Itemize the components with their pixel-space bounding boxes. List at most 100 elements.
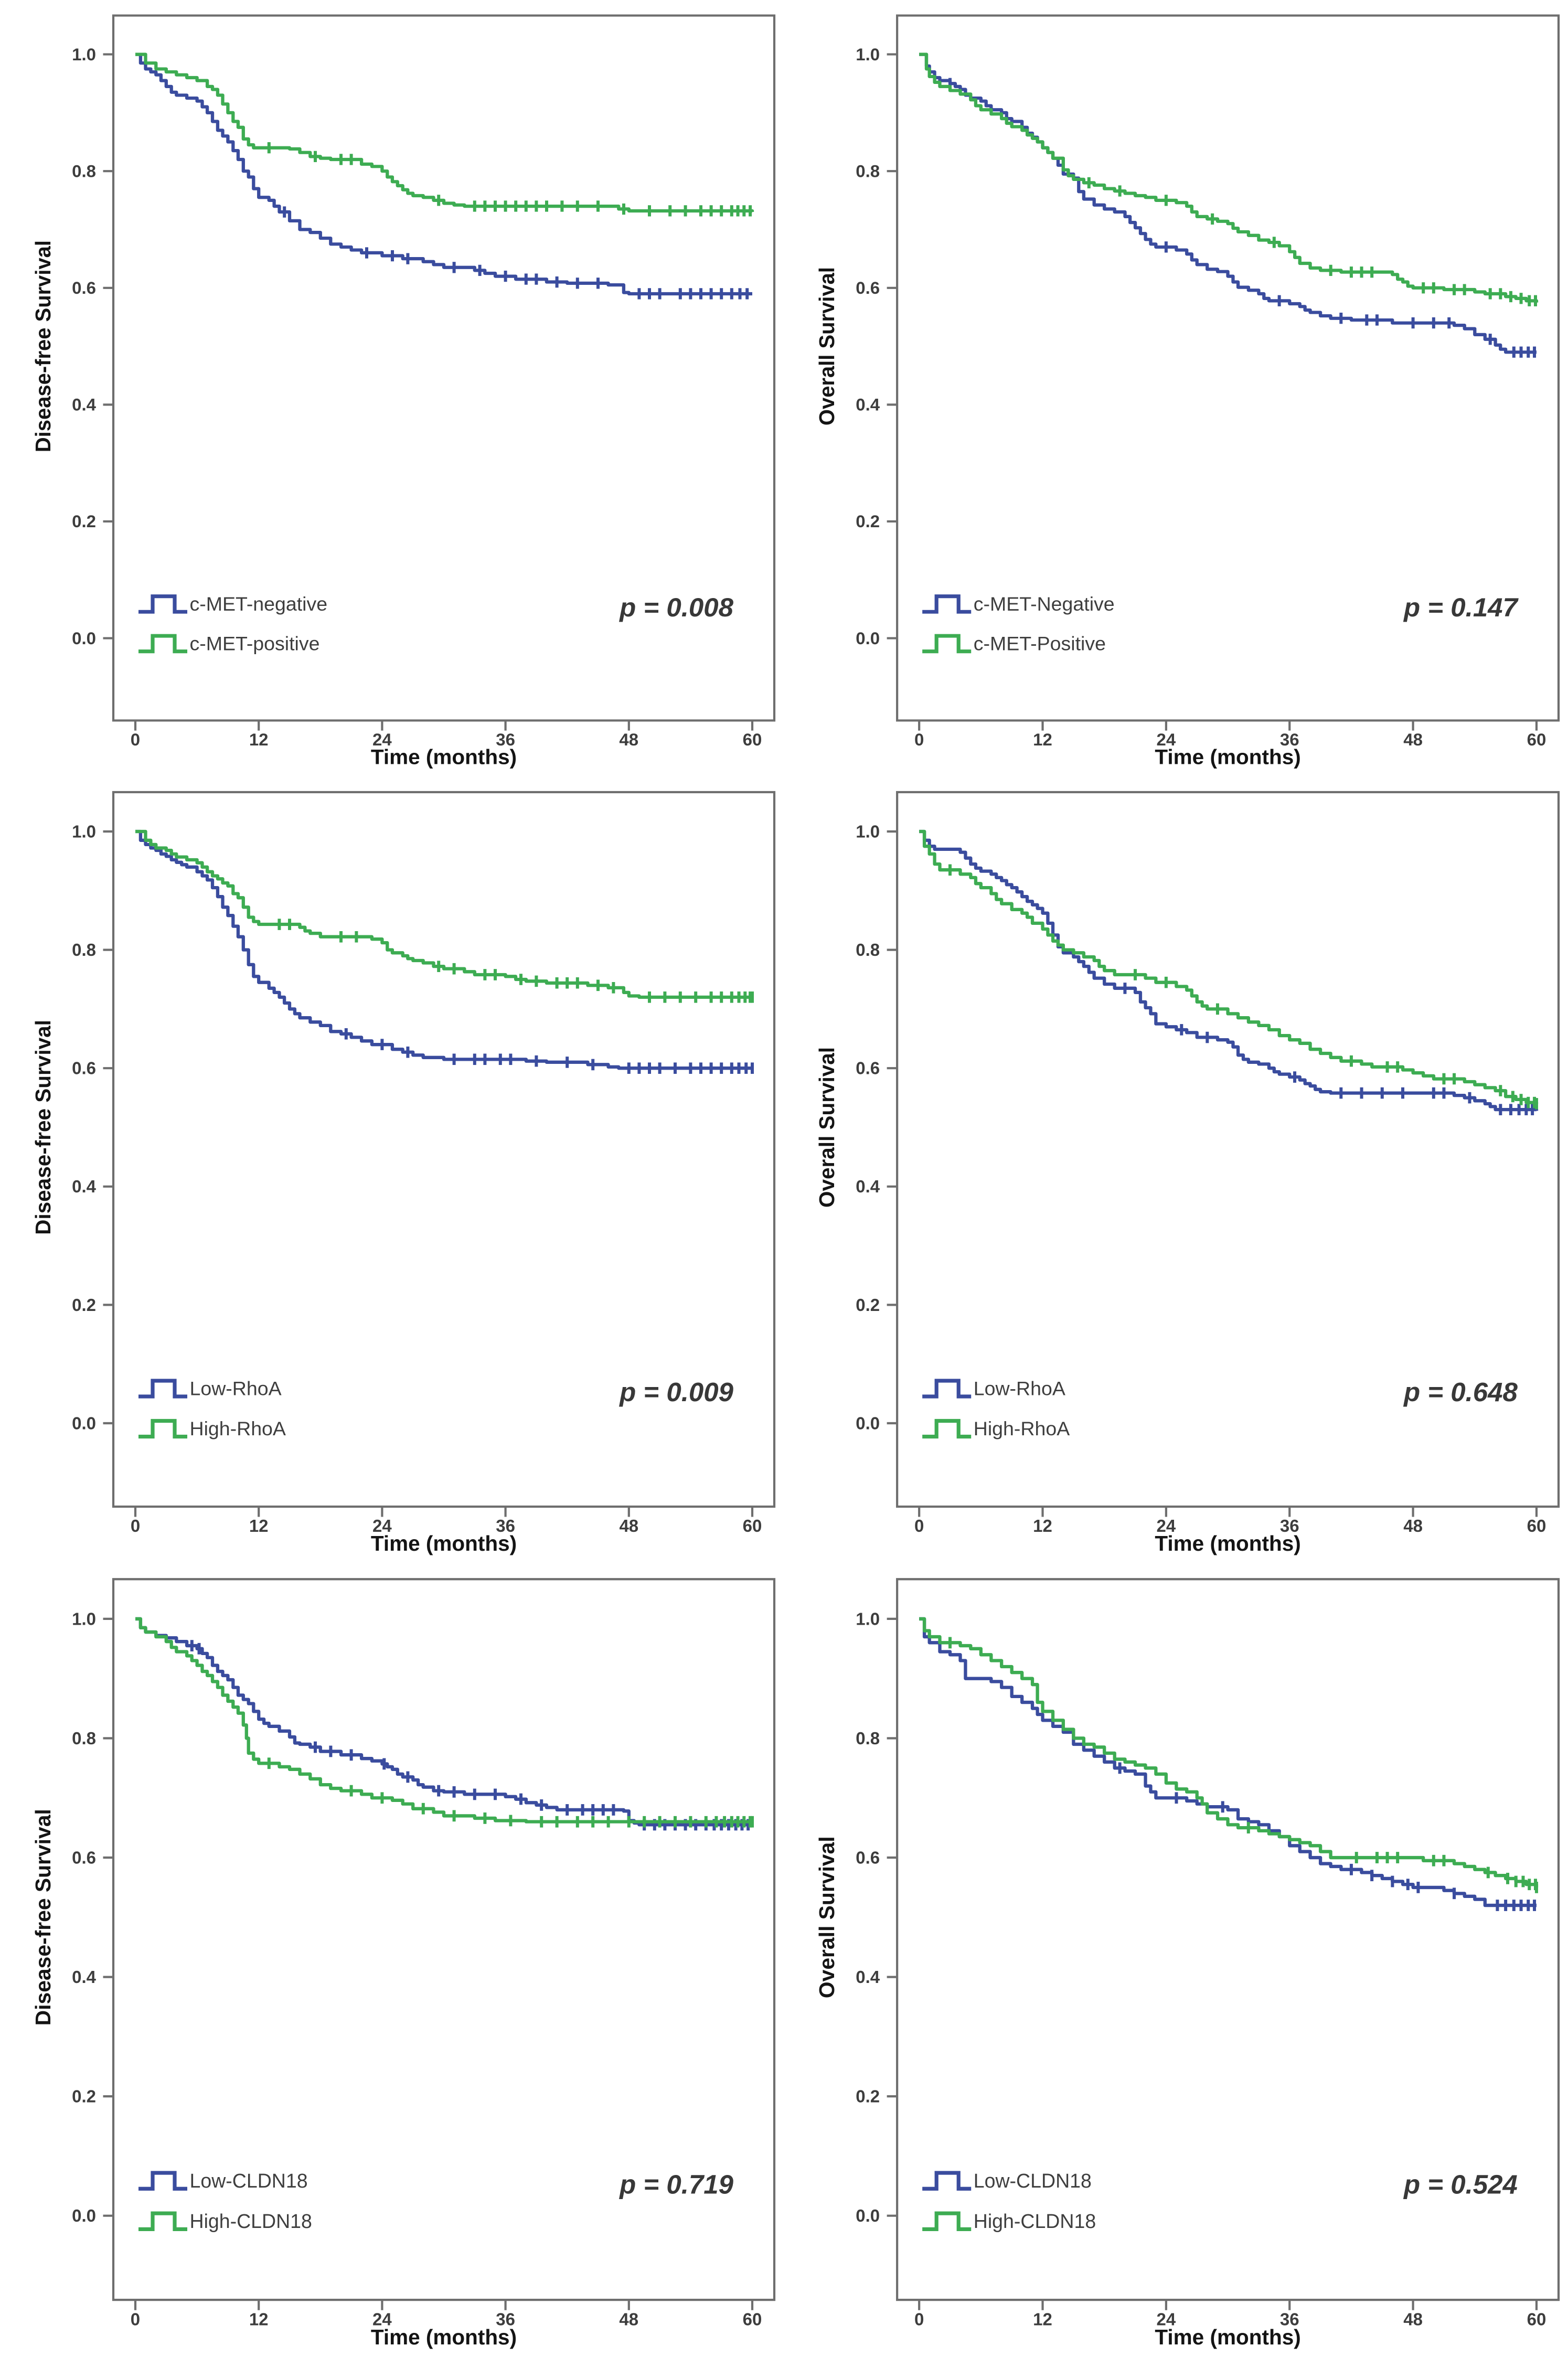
x-axis-label: Time (months) — [1155, 745, 1300, 769]
y-tick-label: 0.8 — [72, 1729, 96, 1748]
survival-curve-c-MET-Positive — [919, 52, 1539, 303]
x-tick-label: 48 — [1403, 1516, 1423, 1535]
x-tick-label: 24 — [1157, 2310, 1176, 2329]
survival-curve-Low-RhoA — [919, 829, 1539, 1112]
km-plot-dfs-cmet: 0.0 0.2 0.4 0.6 0.8 1.0 0 12 24 36 48 60 Time (month… — [31, 14, 776, 769]
survival-curve-High-CLDN18 — [919, 1617, 1539, 1887]
y-tick-label: 0.4 — [856, 1177, 880, 1196]
survival-curve-Low-RhoA — [135, 829, 752, 1070]
x-axis-label: Time (months) — [371, 1531, 517, 1555]
km-plot-os-rhoa: 0.0 0.2 0.4 0.6 0.8 1.0 0 12 24 36 48 60 Time (month… — [815, 791, 1560, 1555]
legend-label: c-MET-Negative — [974, 593, 1115, 615]
y-tick-label: 0.2 — [856, 2087, 880, 2107]
legend-key-blue-icon — [922, 1379, 972, 1399]
y-tick-label: 0.8 — [856, 1729, 880, 1748]
x-tick-label: 48 — [619, 1516, 638, 1535]
y-tick-label: 0.0 — [72, 628, 96, 648]
x-tick-label: 36 — [496, 2310, 515, 2329]
x-tick-label: 0 — [914, 1516, 924, 1535]
y-tick-label: 0.8 — [856, 162, 880, 181]
y-tick-label: 0.2 — [856, 1295, 880, 1315]
y-tick-label: 0.2 — [72, 511, 96, 531]
legend-label: High-CLDN18 — [189, 2210, 312, 2232]
km-panel-dfs-rhoa: 0.0 0.2 0.4 0.6 0.8 1.0 0 12 24 36 48 60 Time (month… — [0, 776, 784, 1563]
x-tick-label: 12 — [1033, 2310, 1052, 2329]
survival-curve-High-RhoA — [135, 829, 752, 999]
legend-key-green-icon — [922, 1419, 972, 1439]
x-axis-label: Time (months) — [371, 745, 517, 769]
y-tick-label: 0.0 — [72, 2206, 96, 2226]
x-tick-label: 48 — [619, 730, 638, 749]
y-axis-label: Overall Survival — [815, 267, 839, 425]
y-tick-label: 1.0 — [856, 45, 880, 64]
y-tick-label: 0.6 — [856, 1059, 880, 1078]
plot-frame — [112, 1578, 776, 2301]
x-tick-label: 0 — [131, 730, 140, 749]
y-tick-label: 0.8 — [856, 940, 880, 959]
legend-label: c-MET-positive — [190, 633, 320, 655]
legend-key-blue-icon — [138, 2171, 187, 2191]
survival-curve-High-CLDN18 — [135, 1617, 752, 1823]
x-tick-label: 0 — [914, 2310, 924, 2329]
y-tick-label: 0.0 — [72, 1413, 96, 1433]
y-tick-label: 1.0 — [72, 1609, 96, 1629]
y-tick-label: 0.0 — [856, 628, 880, 648]
p-value-label: p = 0.648 — [1403, 1377, 1518, 1407]
x-tick-label: 0 — [131, 1516, 140, 1535]
survival-curve-c-MET-Negative — [919, 52, 1537, 354]
y-tick-label: 0.6 — [856, 1848, 880, 1868]
y-tick-label: 0.4 — [856, 395, 880, 414]
legend-label: Low-CLDN18 — [189, 2170, 307, 2192]
legend-key-blue-icon — [138, 594, 187, 614]
x-tick-label: 0 — [131, 2310, 140, 2329]
legend-label: Low-RhoA — [190, 1378, 282, 1400]
x-axis-label: Time (months) — [371, 2325, 517, 2349]
x-tick-label: 48 — [1403, 2310, 1423, 2329]
survival-curve-Low-CLDN18 — [919, 1617, 1537, 1907]
x-tick-label: 24 — [372, 2310, 392, 2329]
km-panel-os-cmet: 0.0 0.2 0.4 0.6 0.8 1.0 0 12 24 36 48 60 Time (month… — [784, 0, 1568, 776]
plot-frame — [896, 791, 1560, 1508]
km-panel-dfs-cldn18: 0.0 0.2 0.4 0.6 0.8 1.0 0 12 24 36 48 60 Time (month… — [0, 1563, 784, 2357]
y-tick-label: 0.6 — [72, 1848, 96, 1868]
p-value-label: p = 0.719 — [618, 2169, 733, 2199]
legend-key-green-icon — [922, 2211, 972, 2232]
legend-label: Low-CLDN18 — [974, 2170, 1092, 2192]
legend-key-blue-icon — [922, 2171, 972, 2191]
y-tick-label: 0.2 — [856, 511, 880, 531]
x-tick-label: 36 — [496, 1516, 515, 1535]
plot-frame — [896, 14, 1560, 722]
plot-frame — [112, 14, 776, 722]
y-tick-label: 0.4 — [72, 395, 97, 414]
y-tick-label: 0.8 — [72, 940, 96, 959]
x-tick-label: 60 — [743, 2310, 762, 2329]
legend-key-green-icon — [138, 1419, 187, 1439]
km-panel-dfs-cmet: 0.0 0.2 0.4 0.6 0.8 1.0 0 12 24 36 48 60 Time (month… — [0, 0, 784, 776]
y-tick-label: 1.0 — [72, 822, 96, 841]
y-tick-label: 0.4 — [856, 1968, 880, 1987]
x-tick-label: 12 — [249, 1516, 269, 1535]
x-axis-label: Time (months) — [1155, 2325, 1300, 2349]
y-axis-label: Overall Survival — [815, 1047, 839, 1208]
x-tick-label: 36 — [1280, 730, 1299, 749]
x-tick-label: 24 — [372, 1516, 392, 1535]
x-tick-label: 12 — [1033, 730, 1052, 749]
y-axis-label: Disease-free Survival — [31, 240, 55, 452]
y-tick-label: 0.6 — [72, 278, 96, 297]
p-value-label: p = 0.524 — [1403, 2169, 1518, 2199]
km-plot-os-cldn18: 0.0 0.2 0.4 0.6 0.8 1.0 0 12 24 36 48 60 Time (month… — [815, 1578, 1560, 2349]
y-tick-label: 1.0 — [72, 45, 96, 64]
x-tick-label: 24 — [1157, 1516, 1176, 1535]
y-tick-label: 0.2 — [72, 2087, 96, 2107]
x-tick-label: 48 — [1403, 730, 1423, 749]
x-tick-label: 36 — [1280, 2310, 1299, 2329]
plot-frame — [896, 1578, 1560, 2301]
legend-key-blue-icon — [922, 594, 972, 614]
x-tick-label: 36 — [496, 730, 515, 749]
legend-label: Low-RhoA — [974, 1378, 1065, 1400]
legend-label: High-CLDN18 — [974, 2210, 1096, 2232]
y-tick-label: 1.0 — [856, 1609, 880, 1629]
survival-curve-High-RhoA — [919, 829, 1539, 1104]
y-tick-label: 0.4 — [72, 1177, 97, 1196]
